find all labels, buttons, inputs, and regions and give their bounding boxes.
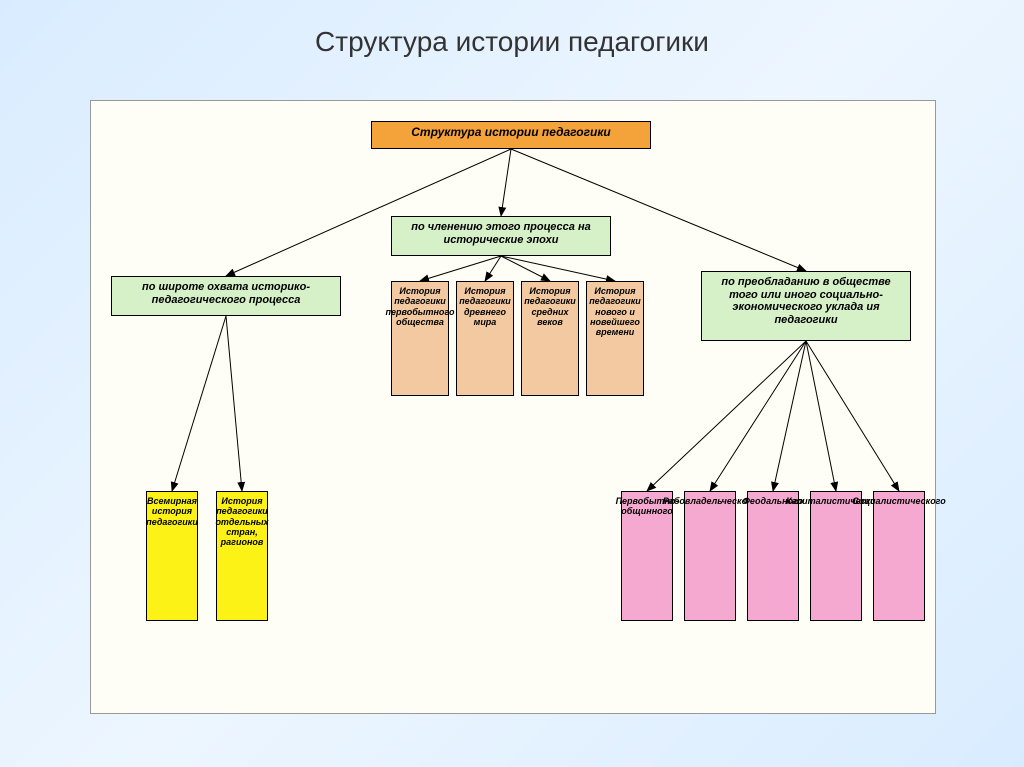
node-e3: Феодального	[747, 491, 799, 621]
node-h3: История педагогики средних веков	[521, 281, 579, 396]
node-root: Структура истории педагогики	[371, 121, 651, 149]
edge-epochs-h4	[501, 256, 615, 281]
edge-epochs-h3	[501, 256, 550, 281]
node-h4: История педагогики нового и новейшего вр…	[586, 281, 644, 396]
edge-root-epochs	[501, 149, 511, 216]
edge-economy-e4	[806, 341, 836, 491]
connectors-layer	[91, 101, 935, 713]
edge-economy-e1	[647, 341, 806, 491]
diagram-canvas: Структура истории педагогики по членению …	[90, 100, 936, 714]
node-e1: Первобытно-общинного	[621, 491, 673, 621]
edge-economy-e3	[773, 341, 806, 491]
node-e5: Социалистического	[873, 491, 925, 621]
node-b1: Всемирная история педагогики	[146, 491, 198, 621]
edge-epochs-h2	[485, 256, 501, 281]
node-e4: Капиталистического	[810, 491, 862, 621]
edge-breadth-b1	[172, 316, 226, 491]
node-economy: по преобладанию в обществе того или иног…	[701, 271, 911, 341]
node-epochs: по членению этого процесса на историческ…	[391, 216, 611, 256]
edge-economy-e2	[710, 341, 806, 491]
node-h2: История педагогики древнего мира	[456, 281, 514, 396]
edge-breadth-b2	[226, 316, 242, 491]
node-b2: История педагогики отдельных стран, раги…	[216, 491, 268, 621]
page-title: Структура истории педагогики	[0, 0, 1024, 70]
edge-economy-e5	[806, 341, 899, 491]
edge-epochs-h1	[420, 256, 501, 281]
edge-root-breadth	[226, 149, 511, 276]
node-e2: Рабовладельческого	[684, 491, 736, 621]
node-breadth: по широте охвата историко-педагогическог…	[111, 276, 341, 316]
node-h1: История педагогики первобытного общества	[391, 281, 449, 396]
